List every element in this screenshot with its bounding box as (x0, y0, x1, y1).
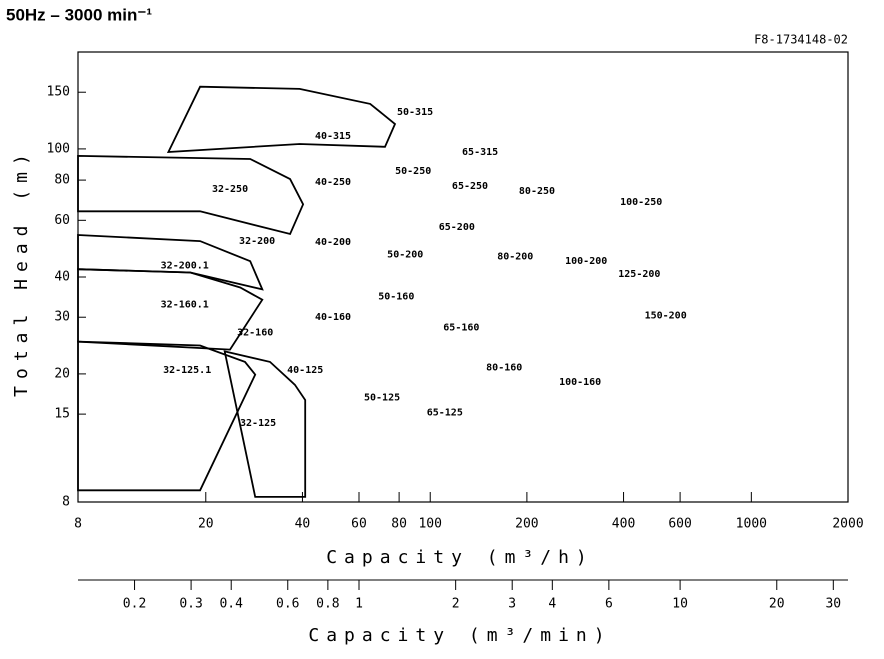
pump-label: 40-125 (287, 365, 323, 376)
pump-label: 32-200.1 (161, 260, 209, 271)
pump-label: 40-200 (315, 237, 351, 248)
x-tick-label: 200 (515, 517, 538, 532)
x-tick-label: 8 (74, 517, 82, 532)
pump-label: 50-160 (378, 291, 414, 302)
x2-tick-label: 0.6 (276, 597, 299, 612)
pump-label: 150-200 (645, 310, 687, 321)
pump-label: 50-200 (387, 249, 423, 260)
pump-label: 32-125.1 (163, 365, 211, 376)
x2-tick-label: 2 (452, 597, 460, 612)
x2-axis-label: Capacity (m³/min) (308, 625, 611, 646)
x2-tick-label: 30 (825, 597, 841, 612)
y-axis-label: Total Head (m) (11, 147, 32, 397)
pump-label: 32-125 (240, 418, 276, 429)
chart-title: 50Hz – 3000 min⁻¹ (6, 5, 152, 24)
pump-label: 80-200 (497, 251, 533, 262)
y-tick-label: 15 (54, 407, 70, 422)
pump-label: 65-200 (439, 222, 475, 233)
x2-tick-label: 1 (355, 597, 363, 612)
pump-label: 50-250 (395, 166, 431, 177)
x-axis-label: Capacity (m³/h) (326, 547, 594, 568)
pump-label: 40-250 (315, 177, 351, 188)
x-tick-label: 1000 (736, 517, 767, 532)
pump-label: 40-315 (315, 131, 351, 142)
y-tick-label: 20 (54, 366, 70, 381)
pump-label: 100-160 (559, 377, 601, 388)
x2-tick-label: 0.2 (123, 597, 146, 612)
pump-label: 125-200 (618, 269, 660, 280)
x-tick-label: 600 (668, 517, 691, 532)
x-tick-label: 80 (391, 517, 407, 532)
x2-tick-label: 6 (605, 597, 613, 612)
pump-envelope (77, 340, 257, 492)
x-tick-label: 20 (198, 517, 214, 532)
y-tick-label: 150 (47, 85, 70, 100)
y-tick-label: 30 (54, 310, 70, 325)
pump-label: 50-125 (364, 392, 400, 403)
x2-tick-label: 4 (548, 597, 556, 612)
pump-label: 65-160 (443, 322, 479, 333)
x2-tick-label: 3 (508, 597, 516, 612)
x2-tick-label: 0.4 (219, 597, 243, 612)
drawing-code: F8-1734148-02 (754, 33, 848, 47)
x-tick-label: 2000 (832, 517, 863, 532)
y-tick-label: 80 (54, 173, 70, 188)
x2-tick-label: 0.8 (316, 597, 339, 612)
y-tick-label: 40 (54, 270, 70, 285)
pump-label: 65-125 (427, 407, 463, 418)
y-tick-label: 100 (47, 141, 70, 156)
pump-envelope (223, 350, 307, 498)
pump-label: 65-315 (462, 147, 498, 158)
x-tick-label: 100 (418, 517, 441, 532)
x2-tick-label: 10 (672, 597, 688, 612)
x-tick-label: 400 (612, 517, 635, 532)
plot-frame (77, 51, 849, 503)
y-tick-label: 8 (62, 495, 70, 510)
pump-label: 50-315 (397, 107, 433, 118)
pump-label: 65-250 (452, 181, 488, 192)
pump-label: 100-200 (565, 256, 607, 267)
pump-envelope (77, 154, 305, 236)
pump-label: 32-250 (212, 184, 248, 195)
x2-tick-label: 0.3 (179, 597, 202, 612)
pump-envelope (166, 85, 397, 153)
pump-label: 80-250 (519, 186, 555, 197)
x2-tick-label: 20 (769, 597, 785, 612)
x-tick-label: 40 (295, 517, 311, 532)
x-tick-label: 60 (351, 517, 367, 532)
pump-label: 40-160 (315, 312, 351, 323)
pump-label: 32-200 (239, 236, 275, 247)
pump-label: 100-250 (620, 197, 662, 208)
pump-label: 32-160 (237, 327, 273, 338)
pump-envelope (77, 234, 264, 291)
y-tick-label: 60 (54, 213, 70, 228)
pump-label: 32-160.1 (161, 299, 209, 310)
pump-label: 80-160 (486, 363, 522, 374)
